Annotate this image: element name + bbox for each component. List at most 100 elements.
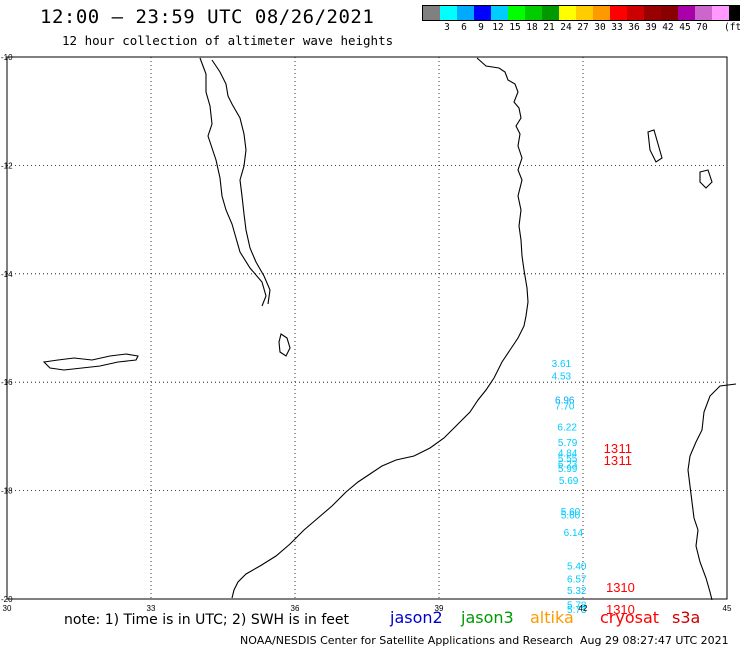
mozambique-coastline [231,57,529,599]
wave-height-label: 3.61 [552,359,572,370]
wave-height-label: 6.57 [567,574,587,585]
scale-swatch [457,6,474,20]
wave-height-label: 6.96 [555,396,575,407]
longitude-label: 45 [723,604,732,613]
latitude-label: -16 [1,378,13,387]
scale-swatch [440,6,457,20]
wave-height-label: 4.84 [558,449,578,460]
scale-swatch [508,6,525,20]
footer-note: note: 1) Time is in UTC; 2) SWH is in fe… [64,612,350,628]
scale-tick-label: 27 [577,22,589,33]
scale-tick-label: 24 [560,22,572,33]
wave-height-label: 4.53 [552,372,572,383]
scale-swatch [610,6,627,20]
latitude-label: -20 [1,595,13,604]
lake-malawi-east-shore [211,59,271,305]
scale-tick-label: 33 [611,22,623,33]
lake-malawi-west-shore [199,57,267,307]
latitude-label: -12 [1,161,13,170]
mayotte-island [699,169,713,189]
scale-swatch [644,6,661,20]
wave-height-color-scale [422,5,740,21]
wave-height-label: 5.55 [558,454,578,465]
coastlines [42,57,737,601]
latitude-label: -10 [1,53,13,62]
wave-height-label: 5.78 [567,600,587,611]
scale-tick-label: 18 [526,22,538,33]
scale-swatch [678,6,695,20]
legend-cryosat: cryosat [600,608,660,627]
comoros-island [647,129,663,163]
scale-swatch [423,6,440,20]
scale-swatch [491,6,508,20]
scale-swatch [627,6,644,20]
scale-swatch [593,6,610,20]
longitude-label: 33 [147,604,156,613]
scale-swatch [542,6,559,20]
scale-swatch [695,6,712,20]
scale-tick-label: 12 [492,22,504,33]
scale-swatch [576,6,593,20]
wave-height-label: 5.32 [567,586,587,597]
wave-height-label: 13 [606,580,620,595]
wave-height-label: 6.23 [558,460,578,471]
longitude-label: 36 [291,604,300,613]
latitude-label: -18 [1,487,13,496]
scale-swatch [729,6,740,20]
wave-height-label: 5.69 [559,476,579,487]
wave-height-label: 11 [618,441,632,456]
longitude-label: 39 [435,604,444,613]
scale-tick-label: 6 [461,22,467,33]
scale-swatch [712,6,729,20]
scale-tick-label: 3 [444,22,450,33]
wave-height-label: 13 [606,602,620,617]
observation-labels: 3.61 4.53 6.967.70 6.22 5.794.845.556.235.99… [552,359,635,617]
scale-swatch [525,6,542,20]
wave-height-label: 5.79 [558,438,578,449]
map-subtitle: 12 hour collection of altimeter wave hei… [62,33,394,48]
wave-height-label: 10 [620,580,634,595]
scale-tick-label: 45 [679,22,691,33]
scale-tick-label: 30 [594,22,606,33]
scale-tick-label: 70 [696,22,708,33]
wave-height-label: 5.60 [561,507,581,518]
wave-height-label: 7.70 [555,402,575,413]
wave-height-label: 5.73 [567,605,587,616]
scale-tick-label: 21 [543,22,555,33]
madagascar-coastline [687,383,737,601]
credit-line: NOAA/NESDIS Center for Satellite Applica… [240,634,574,647]
wave-height-label: 6.14 [564,528,584,539]
graticule [7,57,727,599]
wave-height-label: 5.60 [561,510,581,521]
scale-swatch [474,6,491,20]
wave-height-label: 13 [604,453,618,468]
legend-altika: altika [530,608,574,627]
lake-kariba-shore [42,353,139,371]
lake-chilwa-shore [278,333,291,357]
scale-tick-label: 42 [662,22,674,33]
wave-height-label: 6.22 [557,423,577,434]
legend-s3a: s3a [672,608,701,627]
scale-swatch [559,6,576,20]
map-frame [6,56,728,600]
scale-unit-label: (ft) [724,22,740,33]
scale-tick-label: 9 [478,22,484,33]
wave-height-label: 11 [618,453,632,468]
scale-tick-label: 36 [628,22,640,33]
scale-swatch [661,6,678,20]
legend-jason2: jason2 [390,608,443,627]
wave-height-label: 5.40 [567,561,587,572]
scale-tick-label: 39 [645,22,657,33]
longitude-label: 42 [579,604,588,613]
generated-timestamp: Aug 29 08:27:47 UTC 2021 [580,634,729,647]
wave-height-label: 13 [604,441,618,456]
map-title: 12:00 – 23:59 UTC 08/26/2021 [40,6,375,28]
scale-tick-label: 15 [509,22,521,33]
longitude-label: 30 [3,604,12,613]
wave-height-label: 5.99 [558,464,578,475]
latitude-label: -14 [1,270,13,279]
wave-height-label: 10 [620,602,634,617]
